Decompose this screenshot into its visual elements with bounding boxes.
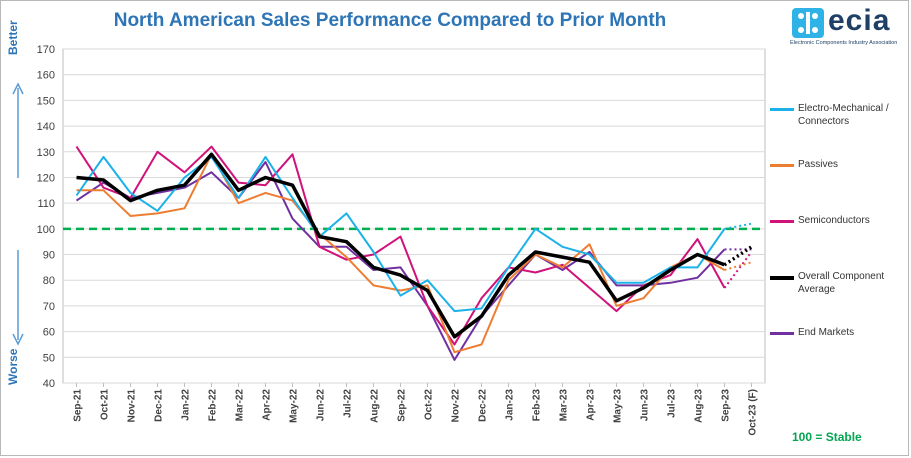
- better-arrowhead: [12, 82, 24, 95]
- x-tick-label: Mar-22: [235, 389, 246, 422]
- y-tick-label: 40: [43, 378, 55, 390]
- y-tick-label: 150: [37, 95, 55, 107]
- x-tick-label: Aug-22: [370, 389, 381, 423]
- ecia-logo-icon: [792, 8, 824, 38]
- series-forecast-segment: [724, 261, 752, 271]
- series-line: [75, 161, 726, 361]
- series-line: [75, 145, 726, 346]
- x-tick-label: Feb-23: [532, 389, 543, 422]
- x-tick-label: Jan-22: [181, 389, 192, 421]
- y-tick-label: 130: [37, 147, 55, 159]
- y-tick-label: 160: [37, 70, 55, 82]
- x-tick-label: Dec-22: [478, 389, 489, 422]
- legend-swatch: [770, 164, 794, 167]
- x-tick-label: Oct-23 (F): [748, 389, 759, 436]
- legend-swatch: [770, 332, 794, 335]
- x-tick-label: Sep-22: [397, 389, 408, 422]
- logo-text: ecia: [828, 4, 891, 37]
- y-tick-label: 60: [43, 327, 55, 339]
- x-tick-label: Jul-23: [667, 389, 678, 418]
- y-tick-label: 140: [37, 121, 55, 133]
- x-tick-label: Jul-22: [343, 389, 354, 418]
- x-tick-label: Oct-22: [424, 389, 435, 421]
- series-line: [76, 152, 726, 339]
- y-tick-label: 120: [37, 172, 55, 184]
- x-tick-label: Jun-23: [640, 389, 651, 422]
- x-tick-label: Jun-22: [316, 389, 327, 422]
- x-tick-label: May-23: [613, 389, 624, 423]
- worse-arrowhead: [12, 333, 24, 346]
- ecia-logo: ecia Electronic Components Industry Asso…: [790, 4, 905, 48]
- legend-label: Passives: [798, 159, 839, 170]
- logo-subtext: Electronic Components Industry Associati…: [790, 40, 898, 46]
- x-tick-label: Feb-22: [208, 389, 219, 422]
- legend-label: Overall Component Average: [798, 271, 885, 295]
- y-tick-label: 170: [37, 44, 55, 56]
- series-forecast-segment: [723, 245, 753, 267]
- y-tick-label: 50: [43, 352, 55, 364]
- y-tick-label: 90: [43, 250, 55, 262]
- y-tick-label: 80: [43, 275, 55, 287]
- chart-title: North American Sales Performance Compare…: [113, 10, 667, 31]
- legend-swatch: [770, 108, 794, 111]
- legend-label: Semiconductors: [798, 215, 870, 226]
- x-tick-label: Oct-21: [100, 389, 111, 421]
- x-tick-label: May-22: [289, 389, 300, 423]
- legend-label: Electro-Mechanical / Connectors: [798, 103, 889, 127]
- x-tick-label: Apr-22: [262, 389, 273, 421]
- x-tick-label: Nov-21: [127, 389, 138, 423]
- plot-area: [62, 48, 766, 384]
- x-tick-label: Nov-22: [451, 389, 462, 423]
- y-tick-label: 70: [43, 301, 55, 313]
- y-tick-label: 100: [37, 224, 55, 236]
- legend-label: End Markets: [798, 327, 855, 338]
- series-line: [76, 153, 725, 354]
- x-tick-label: Sep-23: [721, 389, 732, 422]
- y-tick-label: 110: [37, 198, 55, 210]
- worse-label: Worse: [6, 348, 20, 385]
- stable-note: 100 = Stable: [792, 430, 862, 444]
- better-label: Better: [6, 20, 20, 55]
- x-tick-label: Jan-23: [505, 389, 516, 421]
- x-tick-label: Aug-23: [694, 389, 705, 423]
- series-line: [75, 155, 726, 313]
- x-tick-label: Dec-21: [154, 389, 165, 422]
- legend-swatch: [770, 220, 794, 223]
- x-tick-label: Mar-23: [559, 389, 570, 422]
- x-tick-label: Apr-23: [586, 389, 597, 421]
- x-tick-label: Sep-21: [73, 389, 84, 422]
- legend-swatch: [770, 276, 794, 280]
